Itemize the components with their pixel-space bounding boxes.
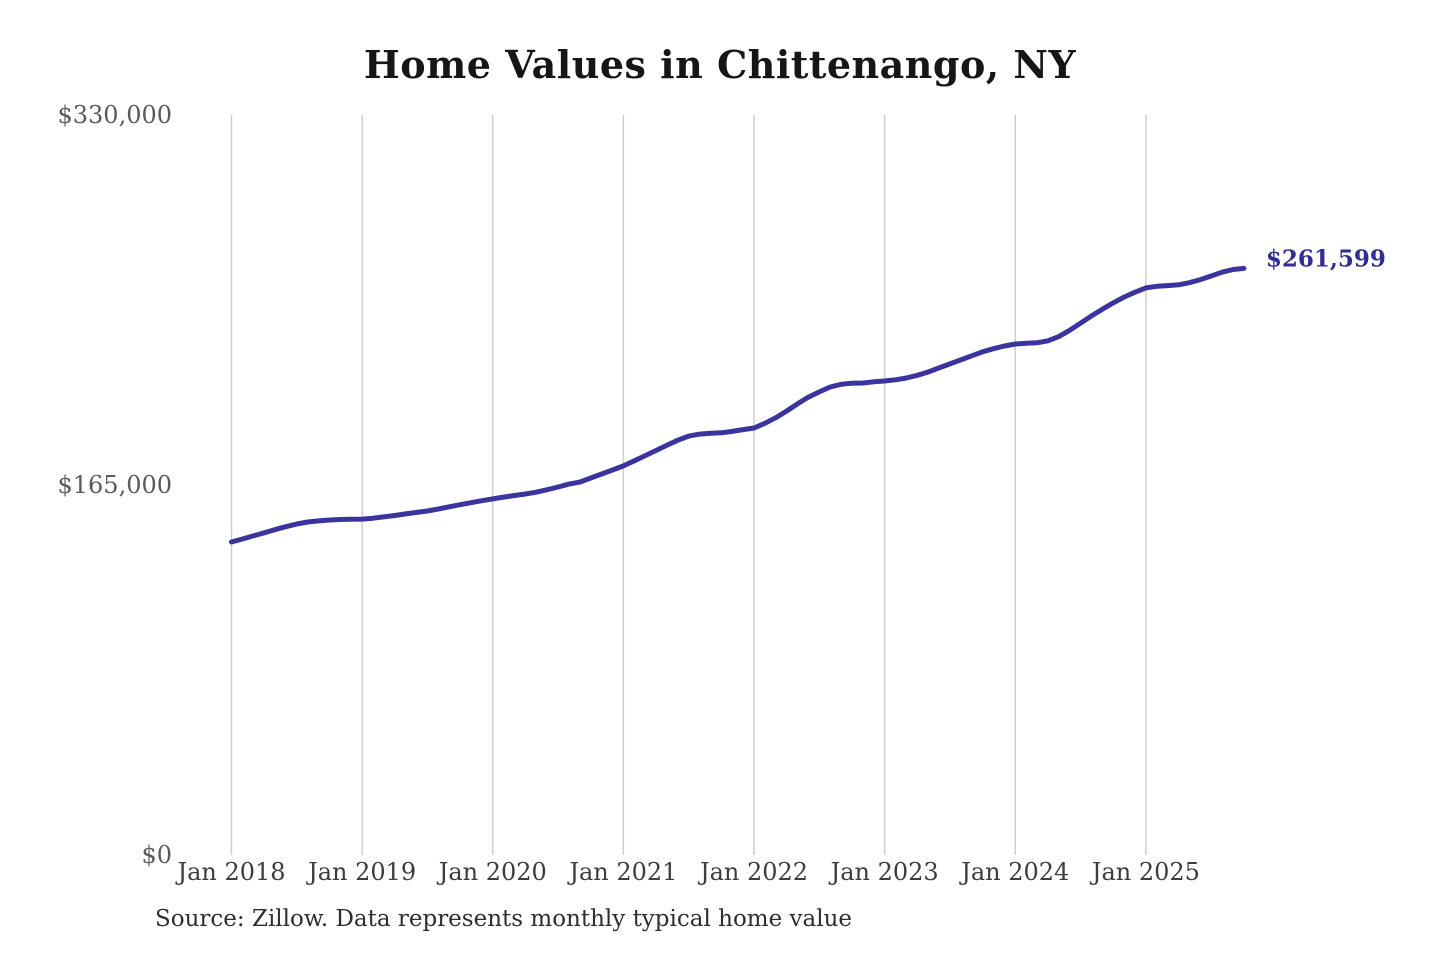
- x-tick-label: Jan 2025: [1091, 858, 1200, 886]
- home-value-line: [229, 265, 1247, 545]
- x-tick-label: Jan 2022: [699, 858, 809, 886]
- source-note: Source: Zillow. Data represents monthly …: [155, 906, 853, 932]
- x-tick-label: Jan 2023: [830, 858, 939, 886]
- year-gridlines: [230, 115, 1147, 855]
- x-tick-label: Jan 2020: [438, 858, 547, 886]
- y-tick-label: $0: [141, 841, 172, 869]
- x-tick-label: Jan 2024: [961, 858, 1070, 886]
- y-tick-label: $330,000: [57, 101, 172, 129]
- chart-title: Home Values in Chittenango, NY: [363, 42, 1077, 87]
- x-tick-label: Jan 2019: [308, 858, 417, 886]
- final-value-label: $261,599: [1265, 245, 1386, 273]
- x-tick-label: Jan 2018: [177, 858, 286, 886]
- y-tick-label: $165,000: [57, 471, 172, 499]
- x-tick-label: Jan 2021: [569, 858, 678, 886]
